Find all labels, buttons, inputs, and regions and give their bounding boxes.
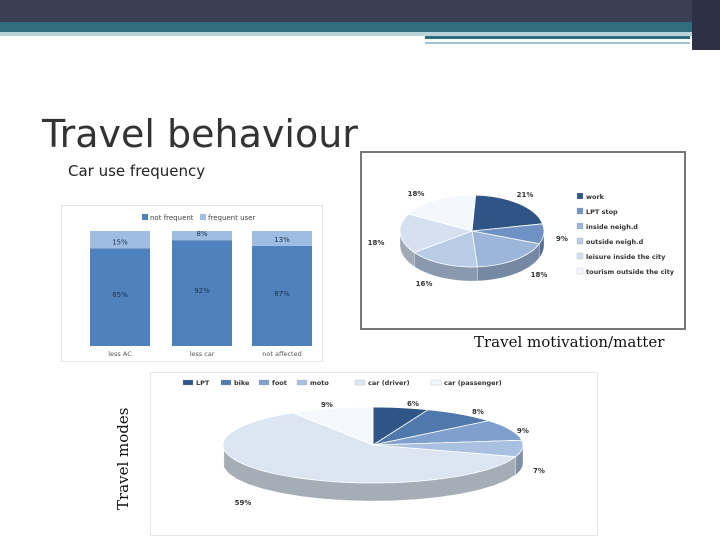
legend-swatch-2	[258, 379, 270, 386]
car-use-frequency-chart-panel: not frequent frequent user 85% 15% 92% 8% 87%…	[61, 205, 323, 362]
legend-label-1: LPT stop	[586, 208, 618, 216]
travel-modes-chart-panel: LPT bike foot moto car (driver) car (passenge…	[150, 372, 598, 536]
pie-value-label: 59%	[235, 499, 252, 507]
bar-1-0	[172, 240, 232, 346]
bar-2-0	[252, 245, 312, 346]
legend-label-2: inside neigh.d	[586, 223, 638, 231]
bar-0-0	[90, 248, 150, 346]
legend-label-0: work	[586, 193, 605, 201]
bar-category-label: not affected	[262, 350, 301, 358]
pie-slice	[407, 194, 477, 232]
pie-value-label: 16%	[416, 280, 433, 288]
slide-subtitle: Car use frequency	[68, 162, 206, 180]
top-banner-light-stripe	[0, 32, 720, 36]
travel-modes-chart: LPT bike foot moto car (driver) car (passenge…	[182, 379, 545, 507]
bar-value-0-1: 15%	[112, 238, 128, 246]
bar-category-label: less AC	[108, 350, 132, 358]
legend-swatch-1	[576, 207, 584, 215]
bar-value-1-1: 8%	[196, 230, 207, 238]
bar-category-label: less car	[190, 350, 215, 358]
bar-value-2-0: 87%	[274, 290, 290, 298]
legend-label-4: leisure inside the city	[586, 253, 666, 261]
legend-label-0: LPT	[196, 379, 210, 387]
decorative-rule-light	[425, 42, 690, 44]
top-banner-stripe	[0, 22, 720, 32]
top-right-corner-block	[692, 0, 720, 50]
pie-value-label: 9%	[517, 427, 529, 435]
pie-value-label: 9%	[556, 235, 568, 243]
pie-slice	[471, 194, 544, 232]
legend-swatch-3	[576, 237, 584, 245]
decorative-rule	[425, 36, 690, 39]
legend-swatch-0	[576, 192, 584, 200]
bar-2-1	[252, 231, 312, 246]
pie-slice	[291, 406, 374, 446]
car-use-frequency-chart: not frequent frequent user 85% 15% 92% 8% 87%…	[90, 214, 312, 358]
legend-label-1: frequent user	[208, 214, 255, 222]
pie-value-label: 18%	[368, 239, 385, 247]
pie-value-label: 7%	[533, 467, 545, 475]
legend-label-4: car (driver)	[368, 379, 410, 387]
pie-value-label: 6%	[407, 400, 419, 408]
legend-label-3: outside neigh.d	[586, 238, 644, 246]
legend-swatch-3	[296, 379, 308, 386]
pie-value-label: 8%	[472, 408, 484, 416]
pie-value-label: 18%	[531, 271, 548, 279]
legend-label-1: bike	[234, 379, 250, 387]
legend-label-5: car (passenger)	[444, 379, 502, 387]
pie-slice	[222, 412, 517, 484]
bar-value-1-0: 92%	[194, 287, 210, 295]
pie-slice	[372, 420, 523, 446]
legend-swatch-1	[200, 214, 206, 220]
pie-slice	[413, 230, 478, 268]
top-banner	[0, 0, 720, 22]
bar-value-0-0: 85%	[112, 291, 128, 299]
legend-swatch-0	[142, 214, 148, 220]
legend-swatch-4	[576, 252, 584, 260]
travel-motivation-caption: Travel motivation/matter	[474, 333, 665, 351]
pie-slice	[399, 213, 474, 253]
legend-label-5: tourism outside the city	[586, 268, 675, 276]
slide-title: Travel behaviour	[42, 112, 358, 156]
pie-value-label: 21%	[517, 191, 534, 199]
legend-label-0: not frequent	[150, 214, 194, 222]
bar-0-1	[90, 231, 150, 249]
travel-modes-caption: Travel modes	[114, 407, 132, 510]
legend-swatch-0	[182, 379, 194, 386]
bar-value-2-1: 13%	[274, 236, 290, 244]
legend-swatch-2	[576, 222, 584, 230]
legend-swatch-5	[576, 267, 584, 275]
pie-slice	[471, 230, 540, 268]
travel-motivation-chart-panel: 21% 9% 18% 16% 18% 18% work LPT stop inside nei…	[360, 151, 686, 330]
travel-motivation-chart: 21% 9% 18% 16% 18% 18% work LPT stop inside nei…	[368, 190, 675, 288]
legend-label-2: foot	[272, 379, 287, 387]
legend-swatch-1	[220, 379, 232, 386]
legend-swatch-4	[354, 379, 366, 386]
legend-label-3: moto	[310, 379, 329, 387]
pie-value-label: 9%	[321, 401, 333, 409]
pie-value-label: 18%	[408, 190, 425, 198]
bar-1-1	[172, 231, 232, 241]
legend-swatch-5	[430, 379, 442, 386]
